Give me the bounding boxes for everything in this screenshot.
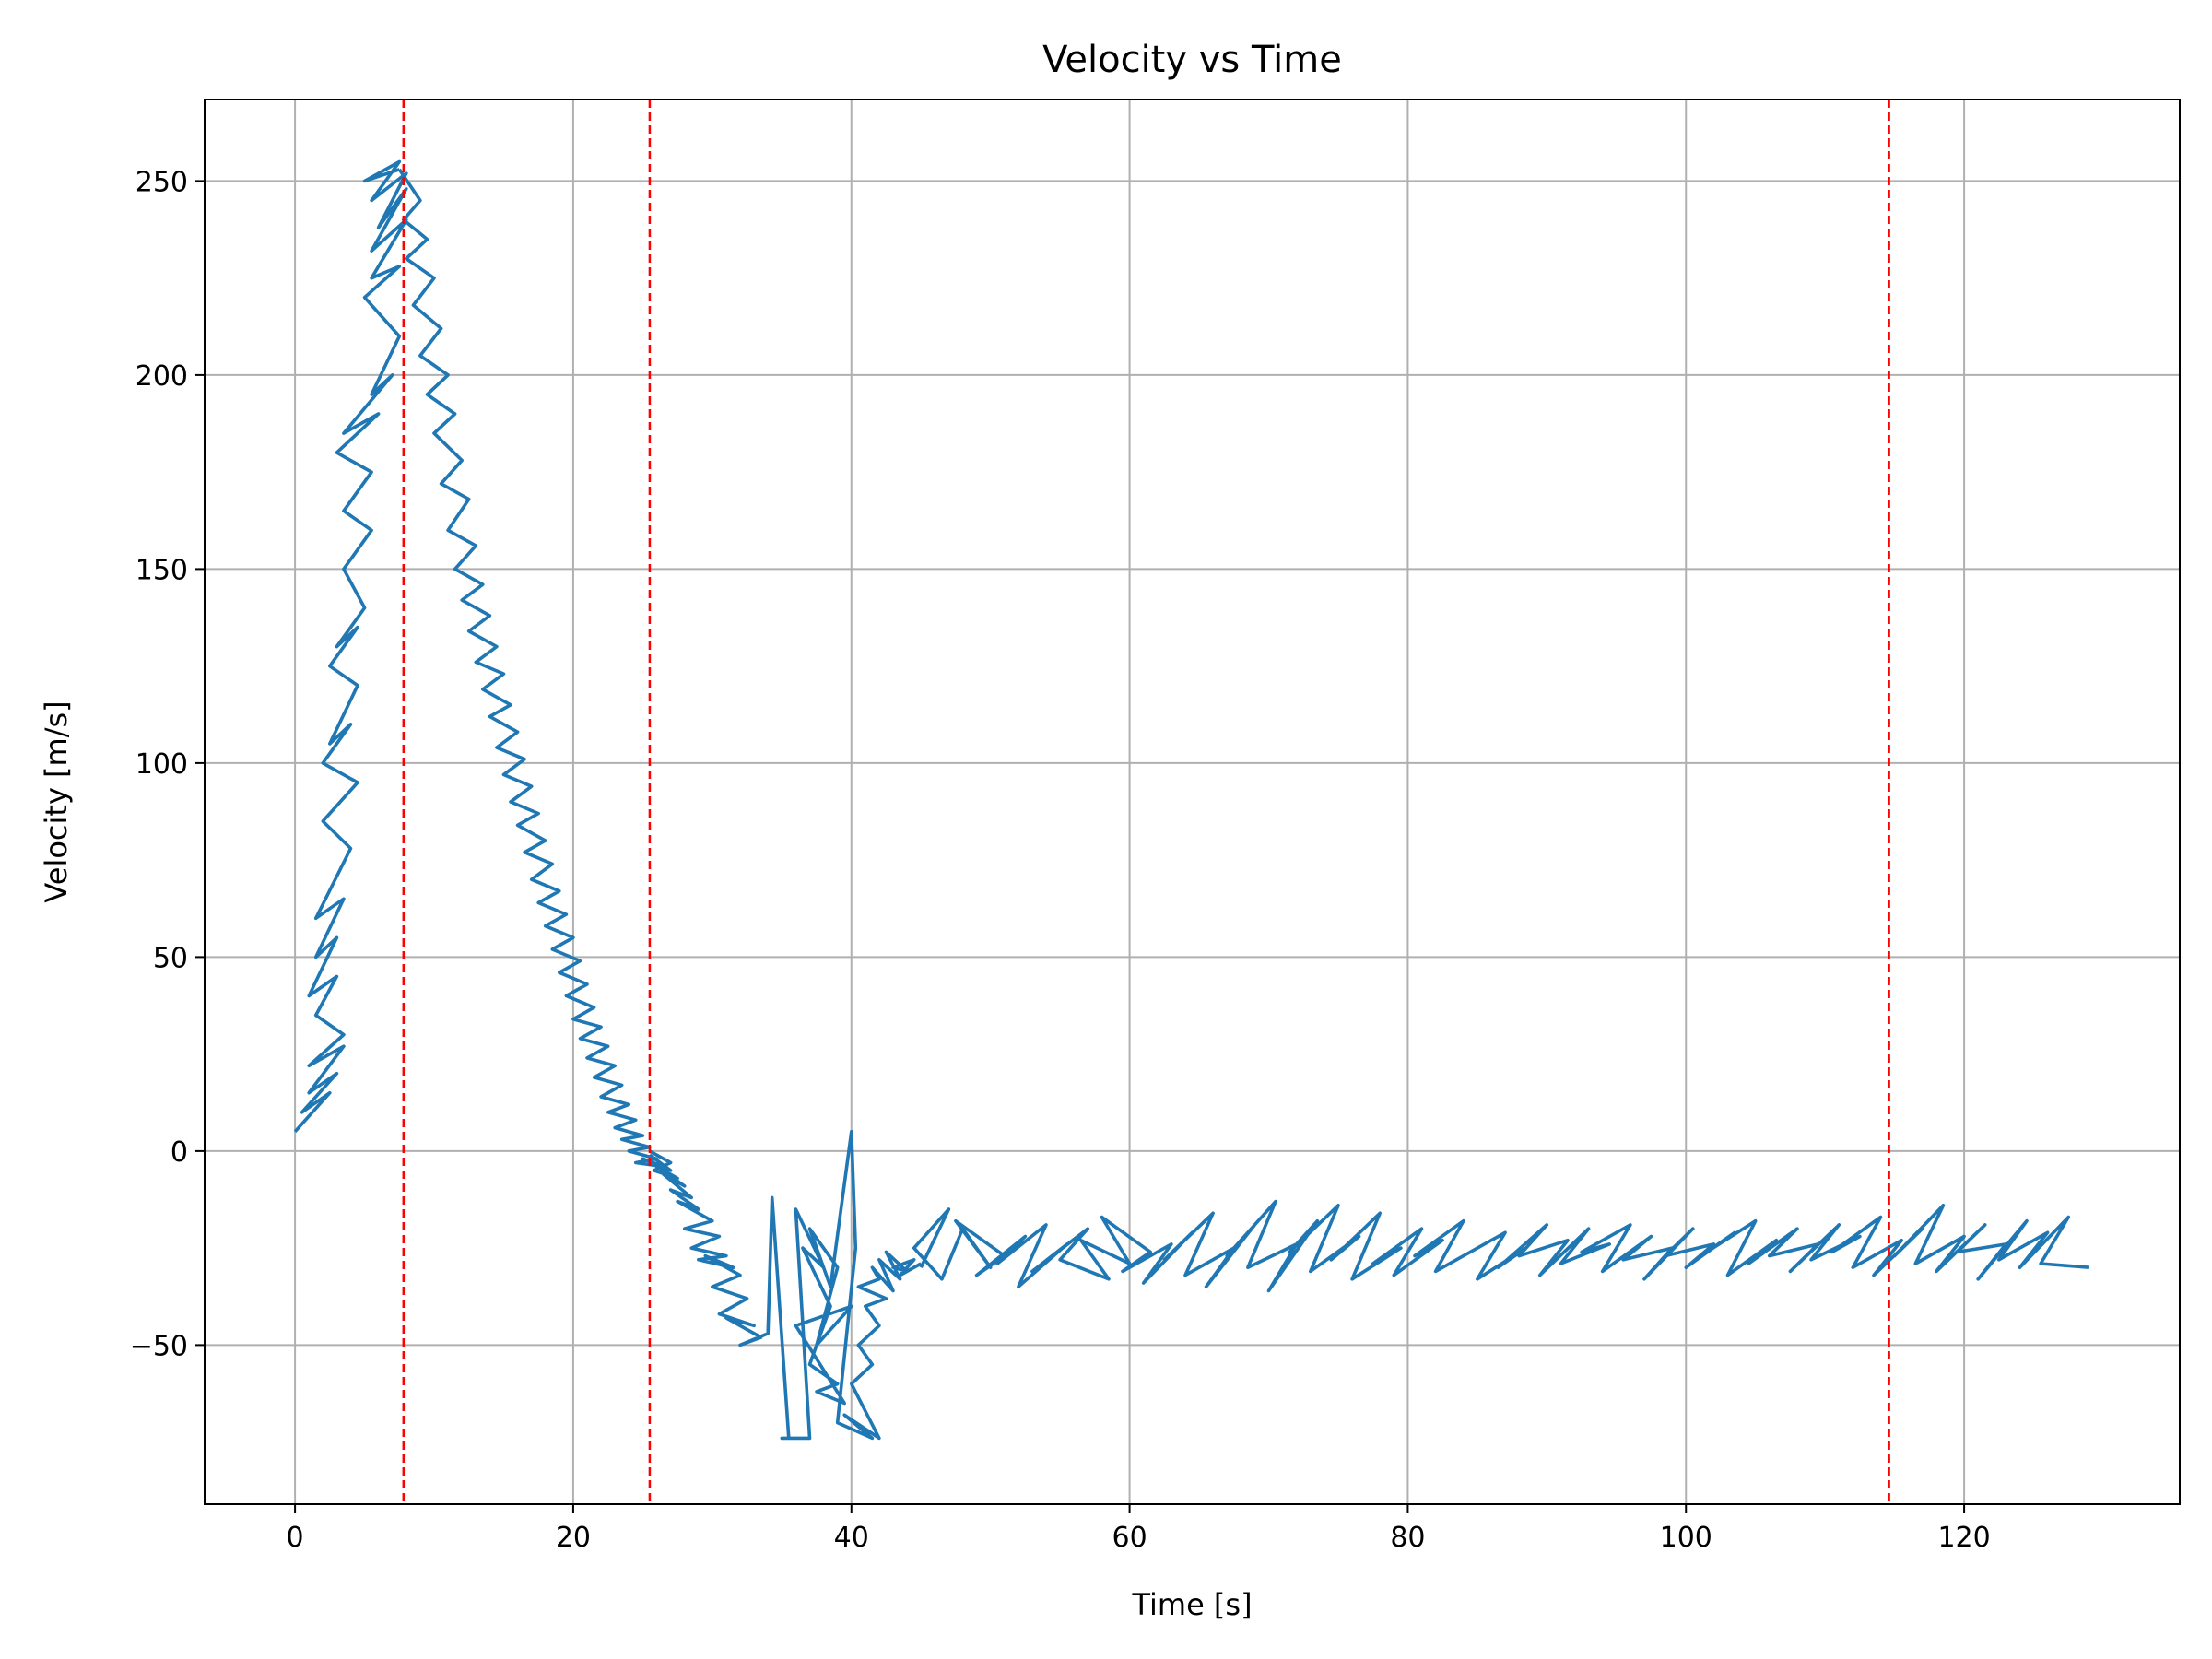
plot-frame: [204, 99, 2181, 1505]
vertical-markers: [402, 100, 1890, 1504]
velocity-series-segment-3: [649, 1130, 923, 1441]
x-tick-label: 60: [1112, 1522, 1147, 1554]
grid: [205, 100, 2180, 1504]
y-axis-label: Velocity [m/s]: [39, 700, 74, 902]
y-tick-label: 50: [153, 942, 188, 974]
y-tick-label: 250: [135, 166, 188, 198]
y-tick-label: 150: [135, 554, 188, 586]
y-tick-label: 100: [135, 748, 188, 781]
chart-title: Velocity vs Time: [1042, 39, 1342, 81]
x-axis-ticks: 0 20 40 60 80 100 120: [287, 1504, 1991, 1554]
x-tick-label: 0: [287, 1522, 304, 1554]
velocity-series-segment-4: [912, 1199, 2090, 1293]
x-tick-label: 40: [834, 1522, 869, 1554]
velocity-series-segment-2: [397, 168, 673, 1172]
x-tick-label: 100: [1660, 1522, 1712, 1554]
y-tick-label: −50: [130, 1330, 188, 1362]
y-tick-label: 200: [135, 360, 188, 393]
x-tick-label: 120: [1937, 1522, 1990, 1554]
x-tick-label: 80: [1390, 1522, 1425, 1554]
y-axis-ticks: −50 0 50 100 150 200 250: [130, 166, 205, 1362]
x-axis-label: Time [s]: [1131, 1587, 1252, 1622]
y-tick-label: 0: [171, 1136, 188, 1169]
velocity-series-segment-1: [293, 159, 408, 1134]
x-tick-label: 20: [556, 1522, 591, 1554]
plot-lines: [293, 159, 2090, 1441]
